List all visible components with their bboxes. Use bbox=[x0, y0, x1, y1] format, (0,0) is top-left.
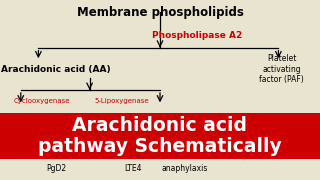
Text: pathway Schematically: pathway Schematically bbox=[38, 137, 282, 156]
Text: Membrane phospholipids: Membrane phospholipids bbox=[76, 6, 244, 19]
Text: PgD2: PgD2 bbox=[46, 164, 66, 173]
Text: Arachidonic acid: Arachidonic acid bbox=[73, 116, 247, 135]
Text: Cyclooxygenase: Cyclooxygenase bbox=[13, 98, 70, 104]
Text: 5-Lipoxygenase: 5-Lipoxygenase bbox=[94, 98, 149, 104]
Text: Arachidonic acid (AA): Arachidonic acid (AA) bbox=[1, 65, 111, 74]
Text: Platelet
activating
factor (PAF): Platelet activating factor (PAF) bbox=[259, 54, 304, 84]
Text: Phospholipase A2: Phospholipase A2 bbox=[152, 31, 242, 40]
Text: anaphylaxis: anaphylaxis bbox=[162, 164, 208, 173]
Text: LTE4: LTE4 bbox=[124, 164, 141, 173]
FancyBboxPatch shape bbox=[0, 112, 320, 159]
